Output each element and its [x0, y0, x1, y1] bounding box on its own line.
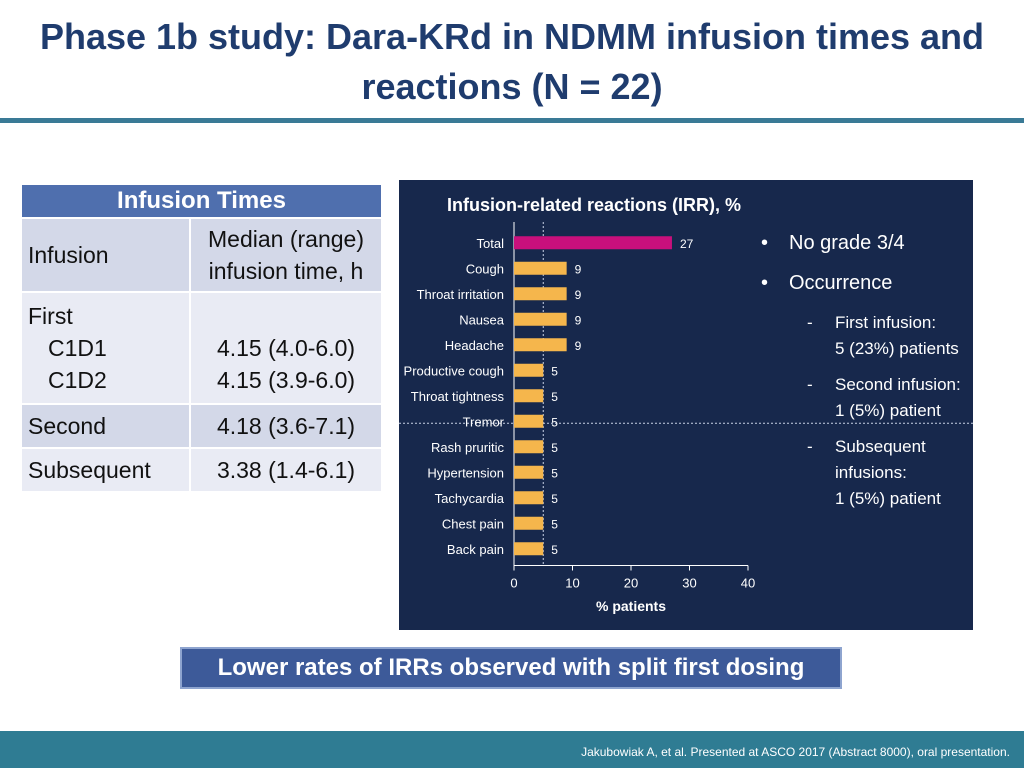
table-row-second: Second 4.18 (3.6-7.1)	[20, 403, 383, 449]
subbullet-second-infusion: - Second infusion: 1 (5%) patient	[759, 372, 969, 424]
col-median-line1: Median (range)	[208, 226, 364, 252]
category-label: Throat irritation	[417, 287, 504, 302]
bar-hypertension	[514, 465, 544, 479]
category-label: Headache	[445, 338, 504, 353]
row-c1d2-value: 4.15 (3.9-6.0)	[216, 367, 356, 393]
category-label: Hypertension	[427, 465, 504, 480]
bar-back-pain	[514, 542, 544, 556]
category-label: Cough	[466, 261, 504, 276]
cell-first-values: 4.15 (4.0-6.0) 4.15 (3.9-6.0)	[189, 291, 383, 405]
slide-title-line2: reactions (N = 22)	[361, 66, 663, 107]
x-tick-label: 0	[510, 576, 517, 591]
subbullet-subsequent-line1: Subsequent	[835, 437, 926, 456]
x-tick-label: 20	[624, 576, 638, 591]
row-subsequent-value: 3.38 (1.4-6.1)	[189, 447, 383, 493]
slide-title-line1: Phase 1b study: Dara-KRd in NDMM infusio…	[39, 16, 985, 57]
infusion-times-table: Infusion Times Infusion Median (range) i…	[20, 183, 383, 493]
bar-value-label: 5	[551, 441, 558, 455]
category-label: Productive cough	[404, 363, 504, 378]
bar-value-label: 5	[551, 415, 558, 429]
category-label: Tachycardia	[435, 491, 505, 506]
subbullet-first-line1: First infusion:	[835, 313, 937, 332]
chart-title: Infusion-related reactions (IRR), %	[447, 195, 741, 215]
x-tick-label: 30	[682, 576, 696, 591]
category-label: Throat tightness	[411, 389, 505, 404]
bar-headache	[514, 338, 567, 352]
row-subsequent-label: Subsequent	[20, 447, 191, 493]
col-median-line2: infusion time, h	[208, 258, 364, 284]
irr-chart-panel: Infusion-related reactions (IRR), % % pa…	[399, 180, 973, 630]
row-c1d1-label: C1D1	[48, 335, 107, 361]
subbullet-second-line1: Second infusion:	[835, 375, 961, 394]
table-row-subsequent: Subsequent 3.38 (1.4-6.1)	[20, 447, 383, 493]
bullet-occurrence-text: Occurrence	[789, 272, 893, 294]
table-header: Infusion Times	[20, 183, 383, 219]
bar-throat-irritation	[514, 287, 567, 301]
cell-first-label: First C1D1 C1D2	[20, 291, 191, 405]
bar-value-label: 9	[575, 262, 582, 276]
footer-citation: Jakubowiak A, et al. Presented at ASCO 2…	[581, 745, 1010, 759]
irr-bar-chart: Infusion-related reactions (IRR), % % pa…	[399, 195, 973, 614]
bar-productive-cough	[514, 363, 544, 377]
chart-x-axis-label: % patients	[596, 598, 666, 614]
bar-value-label: 5	[551, 390, 558, 404]
table-column-header-row: Infusion Median (range) infusion time, h	[20, 217, 383, 293]
bullet-no-grade-text: No grade 3/4	[789, 232, 905, 254]
bar-value-label: 27	[680, 237, 694, 251]
bullet-occurrence: • Occurrence	[761, 272, 893, 294]
x-tick-label: 10	[565, 576, 579, 591]
bar-rash-pruritic	[514, 440, 544, 454]
bar-throat-tightness	[514, 389, 544, 403]
row-c1d1-value: 4.15 (4.0-6.0)	[216, 335, 356, 361]
category-label: Nausea	[459, 312, 505, 327]
footer-bar: Jakubowiak A, et al. Presented at ASCO 2…	[0, 731, 1024, 768]
bullet-no-grade: • No grade 3/4	[761, 232, 905, 254]
category-label: Rash pruritic	[431, 440, 504, 455]
category-label: Tremor	[463, 414, 505, 429]
title-divider	[0, 118, 1024, 123]
bar-nausea	[514, 312, 567, 326]
subbullet-first-infusion: - First infusion: 5 (23%) patients	[759, 310, 969, 362]
subbullet-subsequent-line3: 1 (5%) patient	[835, 489, 941, 508]
bar-value-label: 5	[551, 492, 558, 506]
bar-chest-pain	[514, 516, 544, 530]
bar-total	[514, 236, 672, 250]
callout-banner: Lower rates of IRRs observed with split …	[180, 647, 842, 689]
bar-value-label: 9	[575, 339, 582, 353]
bar-tremor	[514, 414, 544, 428]
bar-value-label: 9	[575, 288, 582, 302]
col-median-header: Median (range) infusion time, h	[189, 217, 383, 293]
irr-summary-bullets: • No grade 3/4 • Occurrence - First infusi…	[759, 230, 969, 522]
bar-value-label: 5	[551, 517, 558, 531]
slide-title: Phase 1b study: Dara-KRd in NDMM infusio…	[0, 12, 1024, 112]
bar-tachycardia	[514, 491, 544, 505]
bar-value-label: 5	[551, 364, 558, 378]
row-first-label: First	[28, 303, 73, 329]
category-label: Back pain	[447, 542, 504, 557]
category-label: Total	[477, 236, 505, 251]
row-second-value: 4.18 (3.6-7.1)	[189, 403, 383, 449]
col-infusion-header: Infusion	[20, 217, 191, 293]
bar-cough	[514, 261, 567, 275]
table-row-first: First C1D1 C1D2 4.15 (4.0-6.0) 4.15 (3.9…	[20, 291, 383, 405]
bar-value-label: 5	[551, 466, 558, 480]
x-tick-label: 40	[741, 576, 755, 591]
subbullet-first-line2: 5 (23%) patients	[835, 339, 959, 358]
subbullet-second-line2: 1 (5%) patient	[835, 401, 941, 420]
row-c1d2-label: C1D2	[48, 367, 107, 393]
category-label: Chest pain	[442, 516, 504, 531]
subbullet-subsequent-infusions: - Subsequent infusions: 1 (5%) patient	[759, 434, 969, 512]
bar-value-label: 5	[551, 543, 558, 557]
bar-value-label: 9	[575, 313, 582, 327]
subbullet-subsequent-line2: infusions:	[835, 463, 907, 482]
row-second-label: Second	[20, 403, 191, 449]
